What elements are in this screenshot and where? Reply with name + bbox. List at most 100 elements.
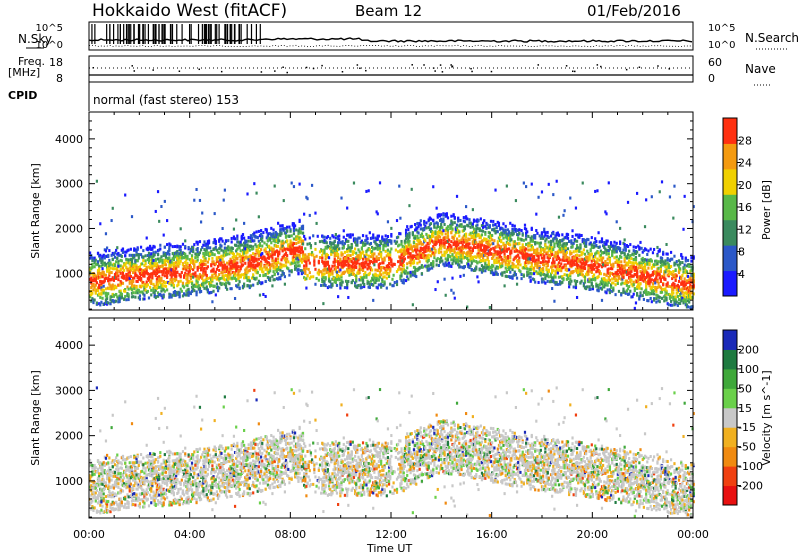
power-cell xyxy=(337,248,340,252)
power-cell xyxy=(133,276,136,280)
power-cell xyxy=(89,269,92,273)
power-cell xyxy=(470,261,473,265)
power-cell xyxy=(151,276,154,280)
power-cell xyxy=(222,250,225,254)
power-cell xyxy=(198,240,202,244)
power-cell xyxy=(348,273,351,277)
power-cell xyxy=(565,251,568,255)
power-cell xyxy=(386,234,390,238)
power-cell xyxy=(370,268,374,272)
power-cell xyxy=(210,264,213,268)
power-cell xyxy=(100,281,103,285)
power-cell xyxy=(160,284,163,288)
power-cell xyxy=(178,245,181,249)
power-cell xyxy=(110,219,113,223)
power-cell xyxy=(187,293,190,297)
power-cell xyxy=(142,281,145,285)
power-cell xyxy=(193,243,196,247)
power-cell xyxy=(146,272,149,276)
power-cell xyxy=(129,268,132,272)
power-cell xyxy=(402,278,405,282)
power-cell xyxy=(451,262,454,266)
power-cell xyxy=(305,263,308,267)
power-cell xyxy=(333,257,336,261)
power-cell xyxy=(399,259,402,263)
power-cell xyxy=(523,223,527,227)
power-cell xyxy=(318,256,322,260)
power-cell xyxy=(269,238,272,242)
power-cell xyxy=(169,267,172,271)
power-cell xyxy=(525,242,528,246)
power-cell xyxy=(168,282,171,286)
power-cell xyxy=(481,269,485,273)
power-cell xyxy=(199,259,203,263)
nsky-label: N.Sky xyxy=(18,32,52,46)
power-cell xyxy=(211,256,214,260)
power-cell xyxy=(228,246,231,250)
power-cell xyxy=(107,265,110,269)
power-cell xyxy=(153,272,156,276)
power-cell xyxy=(292,253,296,257)
power-cell xyxy=(327,267,331,271)
power-cell xyxy=(179,275,182,279)
power-cell xyxy=(248,268,251,272)
power-cell xyxy=(441,253,444,257)
power-cell xyxy=(170,283,173,287)
power-cell xyxy=(198,251,202,255)
power-cell xyxy=(139,278,143,282)
power-cell xyxy=(337,235,340,239)
power-cell xyxy=(137,276,140,280)
power-cell xyxy=(169,273,172,277)
power-cell xyxy=(564,264,567,268)
power-cell xyxy=(258,234,262,238)
power-cell xyxy=(250,239,254,243)
power-cell xyxy=(215,256,219,260)
power-cell xyxy=(173,251,177,255)
power-cell xyxy=(290,270,293,274)
power-cell xyxy=(163,199,166,203)
power-cell xyxy=(264,280,267,284)
power-cell xyxy=(282,199,285,203)
power-cell xyxy=(276,244,280,248)
power-cell xyxy=(246,265,249,269)
power-cell xyxy=(518,259,521,263)
power-cell xyxy=(153,245,156,249)
power-cell xyxy=(135,259,138,263)
power-cell xyxy=(260,264,263,268)
power-cell xyxy=(290,247,293,251)
power-cell xyxy=(292,259,296,263)
power-cell xyxy=(290,245,293,249)
power-cell xyxy=(315,254,318,258)
power-cell xyxy=(247,239,250,243)
power-cell xyxy=(327,279,331,283)
power-cell xyxy=(340,265,343,269)
power-cell xyxy=(146,258,149,262)
power-cell xyxy=(241,284,245,288)
power-cell xyxy=(124,193,127,197)
freq-dot xyxy=(423,64,425,66)
power-cell xyxy=(317,278,320,282)
power-cell xyxy=(347,261,350,265)
power-cell xyxy=(389,282,392,286)
power-cell xyxy=(164,284,168,288)
power-cell xyxy=(517,237,520,241)
power-cell xyxy=(253,277,256,281)
power-cell xyxy=(373,263,376,267)
power-cell xyxy=(127,248,130,252)
power-cell xyxy=(239,275,242,279)
power-cell xyxy=(196,285,199,289)
power-cell xyxy=(391,277,394,281)
power-cell xyxy=(278,239,281,243)
power-cell xyxy=(202,243,205,247)
power-cell xyxy=(557,268,561,272)
power-cell xyxy=(247,277,250,281)
power-cell xyxy=(512,265,515,269)
power-cell xyxy=(380,255,383,259)
power-cell xyxy=(344,256,348,260)
power-cell xyxy=(124,294,127,298)
power-cell xyxy=(159,278,162,282)
power-cell xyxy=(193,198,196,202)
power-cell xyxy=(176,262,179,266)
power-cell xyxy=(407,228,410,232)
power-cell xyxy=(206,290,209,294)
